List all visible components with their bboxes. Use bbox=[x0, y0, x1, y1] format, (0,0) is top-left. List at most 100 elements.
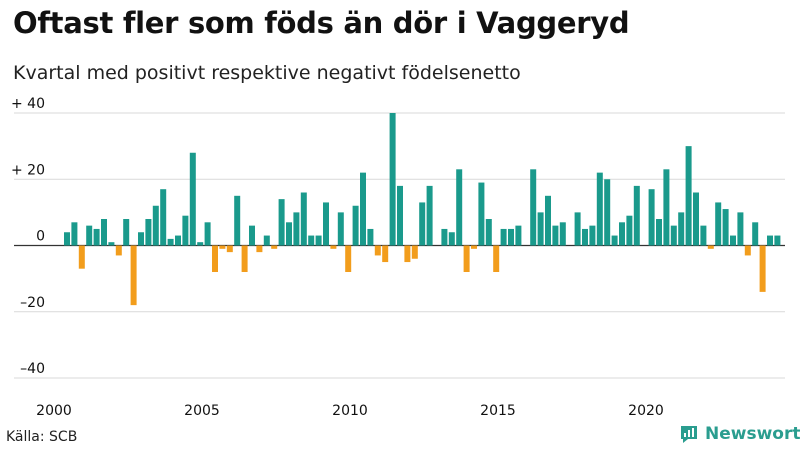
bar-positive bbox=[108, 242, 115, 246]
bar-positive bbox=[767, 235, 773, 246]
bar-positive bbox=[293, 212, 300, 246]
bar-positive bbox=[441, 228, 448, 246]
bar-negative bbox=[382, 245, 389, 263]
bar-positive bbox=[508, 228, 514, 246]
y-tick-label: –20 bbox=[20, 295, 45, 311]
bar-negative bbox=[219, 245, 226, 249]
bar-positive bbox=[656, 219, 662, 246]
bar-positive bbox=[64, 232, 70, 246]
bar-negative bbox=[759, 245, 766, 292]
bar-chart: + 40 + 20 0 –20 –40 2000 2005 2010 2015 2020 bbox=[11, 96, 785, 419]
bar-positive bbox=[123, 219, 130, 246]
bar-negative bbox=[404, 245, 411, 263]
bar-positive bbox=[175, 235, 181, 246]
bar-negative bbox=[226, 245, 233, 253]
chart-subtitle: Kvartal med positivt respektive negativt… bbox=[13, 62, 521, 84]
bar-positive bbox=[360, 172, 366, 246]
y-tick-label: –40 bbox=[20, 361, 45, 377]
bar-positive bbox=[397, 185, 403, 246]
bar-positive bbox=[633, 185, 640, 246]
bar-positive bbox=[648, 189, 655, 246]
bar-negative bbox=[115, 245, 122, 256]
brand-name: Newsworthy bbox=[705, 424, 800, 444]
bar-positive bbox=[308, 235, 315, 246]
bar-positive bbox=[204, 222, 211, 246]
x-tick-label: 2015 bbox=[480, 403, 516, 419]
bar-positive bbox=[315, 235, 322, 246]
bar-positive bbox=[626, 215, 633, 246]
bar-positive bbox=[722, 209, 729, 246]
bar-positive bbox=[93, 228, 100, 246]
bar-positive bbox=[286, 222, 292, 246]
bar-negative bbox=[130, 245, 137, 306]
bar-positive bbox=[537, 212, 544, 246]
y-tick-label: + 20 bbox=[11, 162, 45, 178]
bar-positive bbox=[152, 205, 159, 246]
bar-positive bbox=[167, 238, 174, 246]
bar-negative bbox=[744, 245, 751, 256]
bar-positive bbox=[545, 195, 551, 246]
bar-negative bbox=[463, 245, 470, 272]
bar-negative bbox=[707, 245, 714, 249]
bar-positive bbox=[101, 219, 107, 246]
bar-positive bbox=[448, 232, 455, 246]
bar-positive bbox=[263, 235, 270, 246]
bar-negative bbox=[271, 245, 278, 249]
bar-positive bbox=[737, 212, 744, 246]
bar-positive bbox=[582, 228, 588, 246]
bar-positive bbox=[530, 169, 537, 246]
bar-negative bbox=[374, 245, 381, 256]
bar-positive bbox=[71, 222, 78, 246]
bar-positive bbox=[670, 225, 677, 246]
bar-positive bbox=[86, 225, 93, 246]
bar-positive bbox=[685, 146, 692, 246]
bar-positive bbox=[774, 235, 781, 246]
bar-negative bbox=[256, 245, 263, 253]
bar-positive bbox=[478, 182, 485, 246]
bar-positive bbox=[300, 192, 307, 246]
bar-positive bbox=[611, 235, 618, 246]
x-tick-label: 2020 bbox=[628, 403, 664, 419]
y-tick-label: 0 bbox=[36, 229, 45, 245]
x-tick-label: 2005 bbox=[184, 403, 220, 419]
bar-positive bbox=[559, 222, 566, 246]
bar-positive bbox=[138, 232, 144, 246]
bar-positive bbox=[752, 222, 759, 246]
bar-positive bbox=[234, 195, 241, 246]
bar-positive bbox=[352, 205, 359, 246]
bar-negative bbox=[471, 245, 477, 249]
bar-positive bbox=[700, 225, 707, 246]
bar-positive bbox=[323, 202, 329, 246]
bar-negative bbox=[212, 245, 218, 272]
bar-positive bbox=[715, 202, 722, 246]
bar-positive bbox=[663, 169, 670, 246]
bar-positive bbox=[693, 192, 699, 246]
bar-negative bbox=[241, 245, 248, 272]
bar-positive bbox=[278, 199, 285, 246]
bar-positive bbox=[619, 222, 625, 246]
bar-positive bbox=[730, 235, 736, 246]
bar-positive bbox=[145, 219, 152, 246]
bar-positive bbox=[160, 189, 167, 246]
bar-positive bbox=[426, 185, 433, 246]
bar-positive bbox=[515, 225, 522, 246]
x-tick-label: 2000 bbox=[36, 403, 72, 419]
bar-positive bbox=[596, 172, 603, 246]
source-note: Källa: SCB bbox=[6, 429, 78, 445]
bar-positive bbox=[367, 228, 374, 246]
bar-positive bbox=[589, 225, 596, 246]
bar-positive bbox=[389, 113, 396, 246]
bar-negative bbox=[330, 245, 337, 249]
bar-positive bbox=[678, 212, 685, 246]
brand-logo: Newsworthy bbox=[679, 424, 800, 444]
x-tick-label: 2010 bbox=[332, 403, 368, 419]
bar-positive bbox=[182, 215, 189, 246]
bar-positive bbox=[456, 169, 463, 246]
bar-negative bbox=[411, 245, 418, 259]
chart-title: Oftast fler som föds än dör i Vaggeryd bbox=[13, 6, 630, 40]
bar-positive bbox=[552, 225, 559, 246]
y-tick-label: + 40 bbox=[11, 96, 45, 112]
bar-negative bbox=[345, 245, 352, 272]
newsworthy-logo-icon bbox=[681, 426, 697, 443]
bar-positive bbox=[574, 212, 581, 246]
